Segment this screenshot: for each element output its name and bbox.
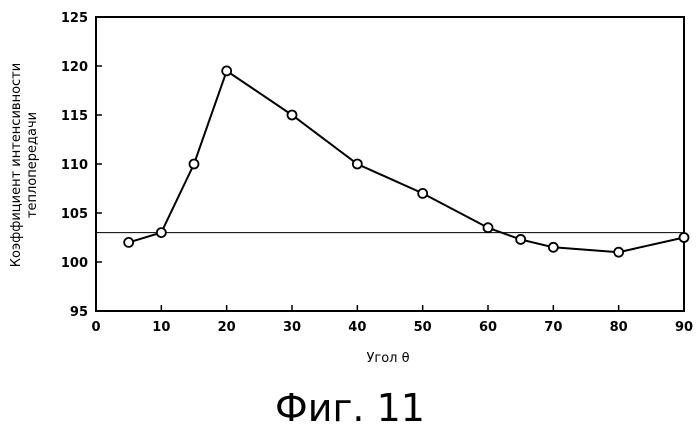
data-point bbox=[157, 228, 166, 237]
data-point bbox=[288, 111, 297, 120]
x-axis-title: Угол θ bbox=[366, 351, 409, 366]
y-tick-label: 125 bbox=[61, 11, 88, 26]
x-tick-label: 40 bbox=[348, 320, 366, 335]
y-tick-label: 95 bbox=[70, 305, 88, 320]
x-tick-label: 80 bbox=[610, 320, 628, 335]
x-tick-label: 10 bbox=[152, 320, 170, 335]
line-chart: 0 10 20 30 40 50 60 70 80 90 95 100 105 110 115 120 125… bbox=[0, 0, 700, 380]
y-tick-label: 115 bbox=[61, 109, 88, 124]
y-tick-label: 120 bbox=[61, 60, 88, 75]
plot-frame bbox=[96, 17, 684, 311]
x-tick-label: 20 bbox=[218, 320, 236, 335]
x-tick-label: 0 bbox=[91, 320, 100, 335]
data-point bbox=[516, 235, 525, 244]
y-axis-title-line-2: теплопередачи bbox=[25, 112, 40, 218]
x-tick-label: 90 bbox=[675, 320, 693, 335]
data-point bbox=[680, 233, 689, 242]
data-point bbox=[484, 223, 493, 232]
data-point bbox=[614, 248, 623, 257]
y-tick-label: 105 bbox=[61, 207, 88, 222]
figure-caption: Фиг. 11 bbox=[0, 386, 700, 430]
y-tick-label: 110 bbox=[61, 158, 88, 173]
data-point bbox=[190, 160, 199, 169]
y-axis-title-line-1: Коэффициент интенсивности bbox=[9, 63, 24, 267]
data-point bbox=[549, 243, 558, 252]
x-tick-label: 30 bbox=[283, 320, 301, 335]
x-ticks: 0 10 20 30 40 50 60 70 80 90 bbox=[91, 305, 693, 335]
data-point bbox=[418, 189, 427, 198]
data-point bbox=[353, 160, 362, 169]
data-point bbox=[222, 66, 231, 75]
x-tick-label: 60 bbox=[479, 320, 497, 335]
series-markers bbox=[124, 66, 688, 256]
x-tick-label: 70 bbox=[544, 320, 562, 335]
x-tick-label: 50 bbox=[414, 320, 432, 335]
data-point bbox=[124, 238, 133, 247]
y-tick-label: 100 bbox=[61, 256, 88, 271]
series-line bbox=[129, 71, 684, 252]
